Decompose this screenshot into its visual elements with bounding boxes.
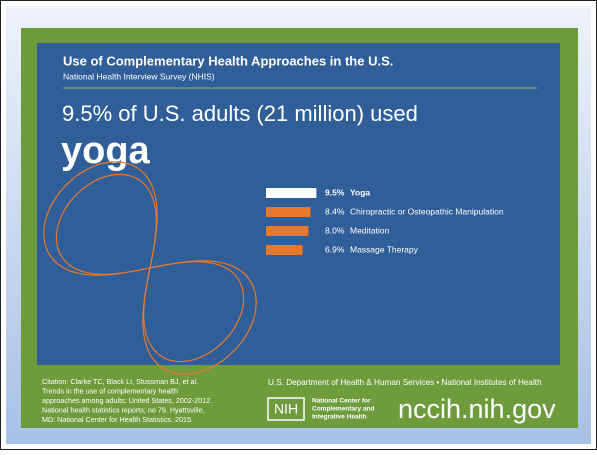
swirl: [43, 161, 257, 375]
value-label: 8.4%: [325, 206, 345, 216]
citation-line: National health statistics reports; no 7…: [42, 405, 205, 414]
bar: [266, 188, 317, 198]
center-line: Integrative Health: [312, 414, 367, 421]
center-line: Complementary and: [312, 406, 375, 413]
category-label: Chiropractic or Osteopathic Manipulation: [350, 206, 504, 216]
bar: [266, 226, 309, 236]
logo-box: [267, 397, 305, 421]
agencies: U.S. Department of Health & Human Servic…: [268, 378, 542, 387]
value-label: 9.5%: [325, 187, 345, 197]
subtitle: National Health Interview Survey (NHIS): [63, 71, 215, 81]
bar-chart: 9.5% Yoga 8.4% Chiropractic or Osteopathic …: [266, 187, 504, 255]
panel: [37, 43, 560, 365]
citation-line: Trends in the use of complementary healt…: [42, 386, 178, 395]
swirl-line: [43, 161, 257, 375]
category-label: Massage Therapy: [350, 244, 419, 254]
swirl-line: [55, 173, 245, 363]
url: nccih.nih.gov: [398, 394, 556, 424]
citation-line: Citation: Clarke TC, Black LI, Stussman …: [42, 377, 198, 386]
citation-line: approaches among adults: United States, …: [42, 396, 212, 405]
value-label: 8.0%: [325, 225, 345, 235]
title: Use of Complementary Health Approaches i…: [63, 53, 393, 68]
headline: 9.5% of U.S. adults (21 million) used: [62, 101, 418, 126]
bar: [266, 207, 311, 217]
citation: Citation: Clarke TC, Black LI, Stussman …: [42, 377, 212, 424]
value-label: 6.9%: [325, 244, 345, 254]
category-label: Yoga: [350, 187, 370, 197]
center-line: National Center for: [312, 398, 371, 405]
headline-emphasis: yoga: [61, 130, 151, 172]
bar: [266, 245, 303, 255]
logo: NIH: [274, 401, 298, 417]
category-label: Meditation: [350, 225, 389, 235]
citation-line: MD: National Center for Health Statistic…: [42, 415, 193, 424]
